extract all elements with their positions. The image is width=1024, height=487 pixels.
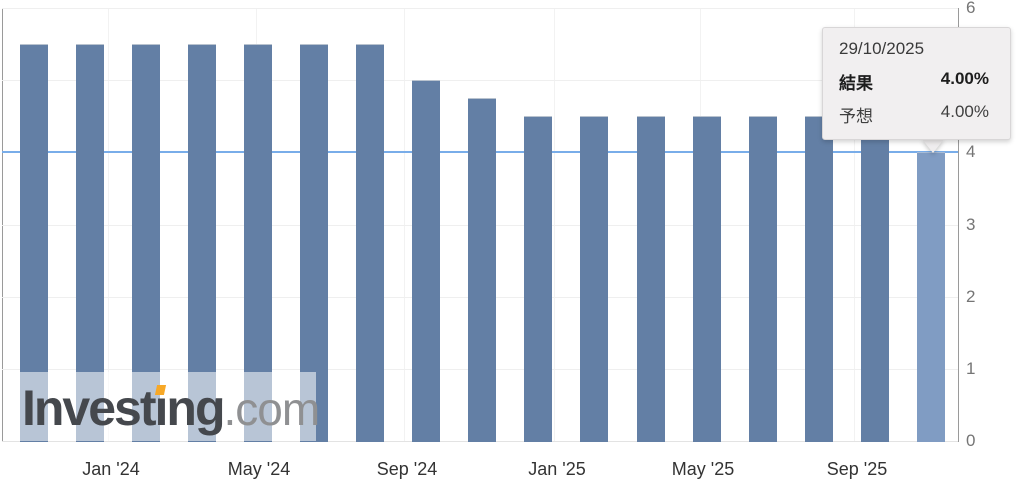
horizontal-gridline [2,8,958,9]
tooltip-forecast-value: 4.00% [940,102,989,121]
y-axis-tick-label: 0 [966,431,976,450]
bar[interactable] [580,116,608,442]
y-axis-tick-label: 3 [966,214,976,234]
x-axis-tick-label: Sep '25 [826,459,888,479]
investing-logo: Investı ng.com [22,380,321,436]
bar[interactable] [749,116,777,442]
tooltip-pointer-icon [922,139,944,153]
bar[interactable] [412,80,440,442]
y-axis-tick-label: 2 [966,286,976,306]
bar[interactable] [861,134,889,442]
x-axis-tick-label: Jan '24 [82,459,140,479]
x-axis-tick-label: Sep '24 [376,459,438,479]
horizontal-gridline [2,80,958,82]
tooltip-result-label: 結果 [839,74,873,93]
bar[interactable] [356,44,384,442]
logo-letter-i: ı [154,380,168,436]
x-axis-tick-label: May '24 [227,459,291,479]
tooltip-forecast-row: 予想 4.00% [839,102,989,127]
logo-orange-tittle-icon [154,385,166,395]
x-axis-tick-label: May '25 [671,459,735,479]
right-axis-line [958,8,959,442]
tooltip-result-value: 4.00% [940,69,989,88]
bar[interactable] [637,116,665,442]
bar-selected[interactable] [917,152,945,442]
y-axis-tick-label: 1 [966,358,976,378]
bar[interactable] [524,116,552,442]
bar[interactable] [693,116,721,442]
x-axis-tick-label: Jan '25 [528,459,586,479]
logo-text-com: .com [223,383,321,435]
y-axis-tick-label: 4 [966,142,976,162]
bar[interactable] [468,98,496,442]
y-axis-tick-label: 6 [966,0,976,17]
tooltip-result-row: 結果 4.00% [839,69,989,94]
tooltip-forecast-label: 予想 [839,107,873,126]
tooltip: 29/10/2025 結果 4.00% 予想 4.00% [822,27,1011,140]
bar[interactable] [805,116,833,442]
tooltip-date: 29/10/2025 [839,39,925,58]
watermark-background [18,372,316,441]
logo-text-ng: ng [166,380,225,436]
logo-text-invest: Invest [22,380,157,436]
